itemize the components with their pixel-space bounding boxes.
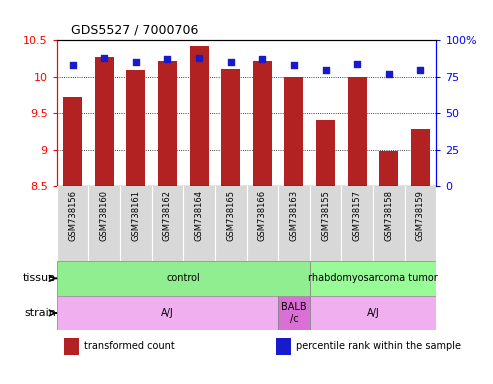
Point (353, 61, 361, 67)
Text: BALB
/c: BALB /c (281, 302, 307, 324)
Text: GSM738157: GSM738157 (352, 190, 362, 241)
Bar (57, 261, 310, 296)
Text: GSM738161: GSM738161 (131, 190, 141, 241)
Bar (189, 46, 209, 186)
Bar (380, 151, 398, 186)
Text: GSM738160: GSM738160 (100, 190, 108, 241)
Text: GSM738162: GSM738162 (163, 190, 172, 241)
Bar (64, 338, 79, 355)
Text: strain: strain (24, 308, 56, 318)
Point (417, 66, 424, 73)
Text: tissue: tissue (23, 273, 56, 283)
Text: GSM738166: GSM738166 (258, 190, 267, 241)
Point (227, 59, 235, 65)
Bar (57, 296, 278, 330)
Bar (310, 296, 436, 330)
Bar (158, 61, 177, 186)
Text: control: control (166, 273, 200, 283)
Point (195, 55, 203, 61)
Bar (278, 296, 310, 330)
Text: GSM738159: GSM738159 (416, 190, 425, 241)
Point (258, 56, 266, 62)
Bar (253, 61, 272, 186)
Point (132, 59, 140, 65)
Point (290, 62, 298, 68)
Text: rhabdomyosarcoma tumor: rhabdomyosarcoma tumor (308, 273, 438, 283)
Bar (95, 57, 113, 186)
Bar (63, 97, 82, 186)
Bar (316, 120, 335, 186)
Text: transformed count: transformed count (84, 341, 175, 351)
Point (100, 55, 108, 61)
Point (164, 56, 172, 62)
Point (321, 66, 329, 73)
Text: GSM738155: GSM738155 (321, 190, 330, 241)
Text: GSM738156: GSM738156 (68, 190, 77, 241)
Bar (276, 338, 291, 355)
Text: A/J: A/J (367, 308, 380, 318)
Bar (126, 70, 145, 186)
Bar (310, 261, 436, 296)
Bar (348, 77, 367, 186)
Point (385, 71, 393, 77)
Text: GSM738163: GSM738163 (289, 190, 298, 241)
Text: A/J: A/J (161, 308, 174, 318)
Bar (284, 77, 304, 186)
Bar (411, 129, 430, 186)
Bar (221, 69, 240, 186)
Point (69, 62, 76, 68)
Text: percentile rank within the sample: percentile rank within the sample (296, 341, 461, 351)
Text: GSM738165: GSM738165 (226, 190, 235, 241)
Text: GSM738164: GSM738164 (195, 190, 204, 241)
Text: GDS5527 / 7000706: GDS5527 / 7000706 (71, 23, 199, 36)
Text: GSM738158: GSM738158 (385, 190, 393, 241)
